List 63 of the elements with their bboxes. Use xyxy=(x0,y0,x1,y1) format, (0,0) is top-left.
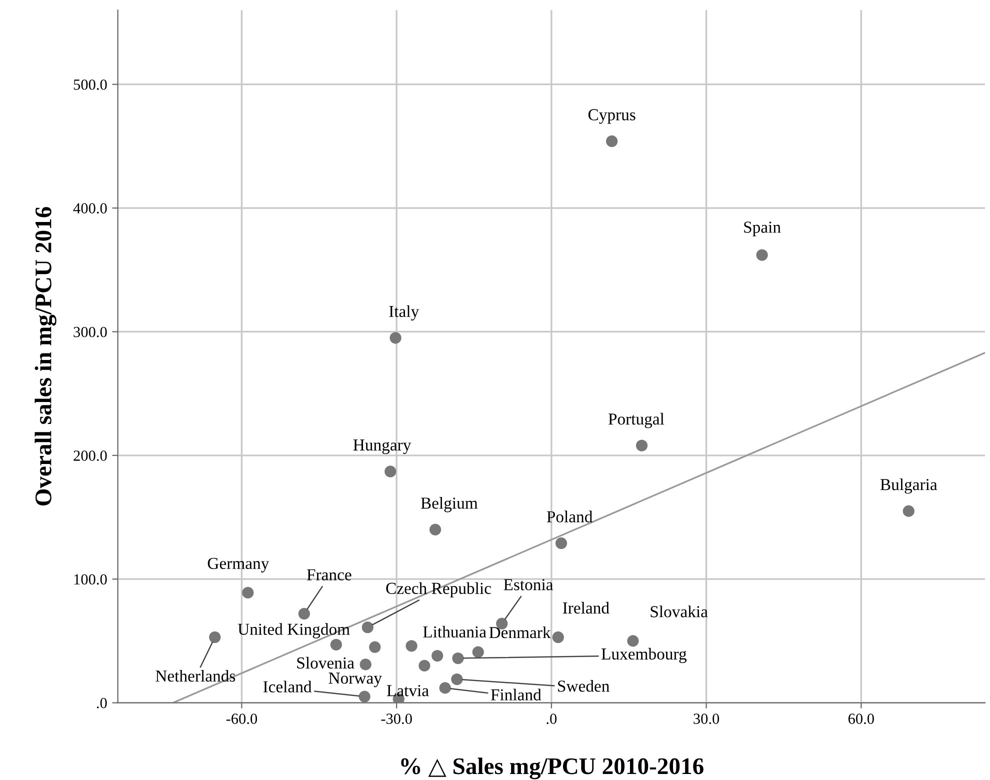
point xyxy=(636,440,648,452)
x-tick-label: -30.0 xyxy=(381,714,412,724)
point xyxy=(384,466,396,478)
point xyxy=(606,135,618,148)
annotation: Netherlands xyxy=(156,670,236,682)
point xyxy=(429,524,442,536)
point xyxy=(902,505,914,517)
annotation: Spain xyxy=(744,222,781,236)
annotation: Hungary xyxy=(353,440,412,454)
point xyxy=(418,660,430,672)
x-tick-label: .0 xyxy=(546,714,557,724)
y-tick-label: .0 xyxy=(96,698,107,708)
point xyxy=(627,635,639,647)
x-tick-label: -60.0 xyxy=(226,714,258,724)
annotation: Estonia xyxy=(504,579,554,590)
point xyxy=(358,690,370,702)
point xyxy=(406,640,418,652)
annotation: Iceland xyxy=(263,680,312,692)
point xyxy=(360,658,372,670)
point xyxy=(555,537,568,550)
annotation: Portugal xyxy=(608,412,664,428)
point xyxy=(298,608,310,620)
annotation: Slovakia xyxy=(650,606,708,618)
point xyxy=(432,650,444,662)
annotation: Slovenia xyxy=(297,656,354,669)
annotation: Latvia xyxy=(386,685,429,696)
y-tick-label: 300.0 xyxy=(74,326,107,338)
y-axis-title: Overall sales in mg/PCU 2016 xyxy=(34,206,56,506)
annotation: Bulgaria xyxy=(880,478,938,494)
annotation: Ireland xyxy=(562,602,610,614)
y-tick-label: 200.0 xyxy=(74,450,107,461)
annotation: Germany xyxy=(208,558,270,572)
annotation: France xyxy=(306,569,352,580)
y-tick-label: 500.0 xyxy=(74,79,107,90)
point xyxy=(439,682,451,694)
x-tick-label: 30.0 xyxy=(694,714,720,724)
y-tick-label: 100.0 xyxy=(74,574,107,585)
annotation: Czech Republic xyxy=(386,582,491,598)
annotation: Cyprus xyxy=(588,109,636,124)
annotation: Sweden xyxy=(558,680,610,692)
point xyxy=(369,641,381,653)
point xyxy=(242,586,254,599)
annotation: Lithuania xyxy=(423,626,486,638)
point xyxy=(472,646,484,658)
point xyxy=(209,631,221,644)
x-tick-label: 60.0 xyxy=(848,714,874,724)
point xyxy=(390,332,402,344)
annotation: United Kingdom xyxy=(238,623,350,638)
point xyxy=(452,652,464,664)
point xyxy=(451,673,463,686)
x-axis-title: % △ Sales mg/PCU 2010-2016 xyxy=(401,758,704,780)
annotation: Norway xyxy=(328,672,382,688)
point xyxy=(330,638,342,650)
annotation: Belgium xyxy=(420,497,478,512)
point xyxy=(756,249,768,261)
annotation: Poland xyxy=(546,510,593,522)
annotation: Italy xyxy=(389,305,420,320)
annotation: Finland xyxy=(490,688,542,700)
point xyxy=(552,631,564,644)
point xyxy=(362,622,374,634)
y-tick-label: 400.0 xyxy=(73,203,107,214)
annotation: Luxembourg xyxy=(602,648,687,664)
annotation: Denmark xyxy=(489,626,551,638)
